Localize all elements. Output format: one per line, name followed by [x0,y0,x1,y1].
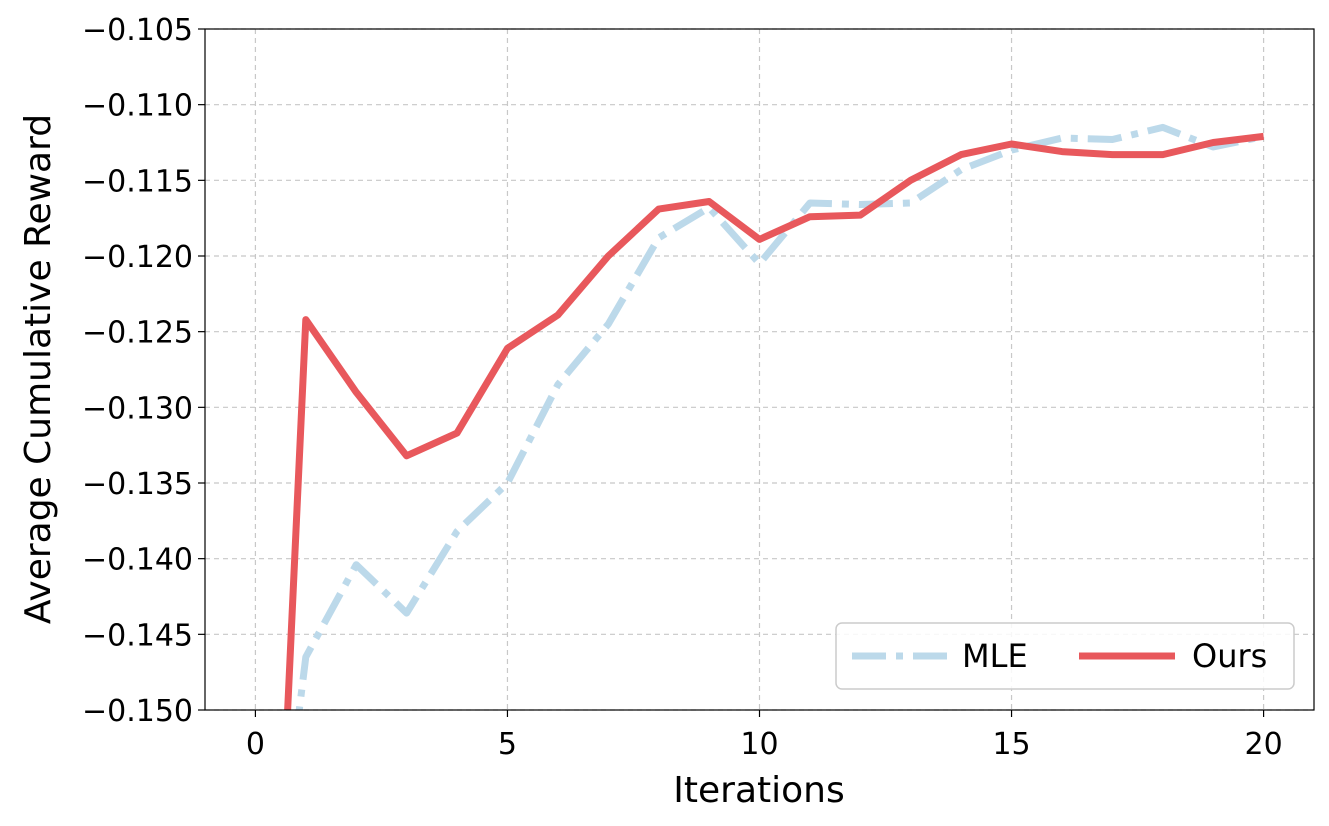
y-tick-label: −0.150 [82,694,193,729]
y-tick-label: −0.115 [82,164,193,199]
legend-box [835,622,1295,690]
axis-ticks: 0 5 10 15 20 −0.150 −0.145 −0.140 −0.135 −0.130 −0… [82,13,1283,762]
y-tick-label: −0.130 [82,391,193,426]
y-tick-label: −0.140 [82,543,193,578]
x-axis-title: Iterations [673,770,844,811]
y-tick-label: −0.125 [82,316,193,351]
x-tick-label: 5 [498,727,517,762]
legend: MLE Ours [835,622,1295,690]
y-tick-label: −0.135 [82,467,193,502]
x-tick-label: 0 [246,727,265,762]
y-tick-label: −0.110 [82,89,193,124]
legend-label-ours: Ours [1192,637,1267,675]
y-tick-label: −0.120 [82,240,193,275]
x-tick-label: 20 [1244,727,1282,762]
series-line-mle [295,123,1265,710]
y-axis-title: Average Cumulative Reward [18,114,59,624]
y-tick-label: −0.145 [82,618,193,653]
y-tick-label: −0.105 [82,13,193,48]
series-line-ours [284,132,1265,710]
legend-label-mle: MLE [962,637,1028,675]
x-tick-label: 10 [740,727,778,762]
x-tick-label: 15 [992,727,1030,762]
series-lines [284,123,1265,710]
